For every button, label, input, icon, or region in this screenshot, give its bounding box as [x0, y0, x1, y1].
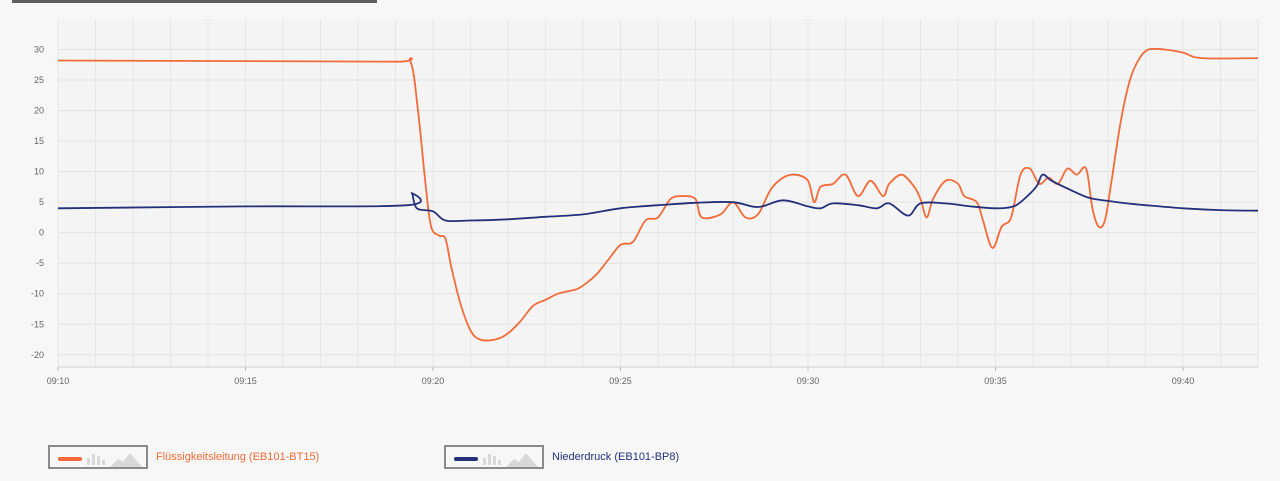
x-tick-label: 09:20	[422, 376, 445, 386]
legend-item-niederdruck[interactable]: Niederdruck (EB101-BP8)	[444, 443, 679, 471]
y-tick-label: 5	[39, 197, 44, 207]
bar-chart-icon	[87, 454, 105, 465]
y-tick-label: -5	[36, 258, 44, 268]
x-tick-label: 09:40	[1172, 376, 1195, 386]
bar-chart-icon	[483, 454, 501, 465]
x-tick-label: 09:25	[609, 376, 632, 386]
x-tick-label: 09:35	[984, 376, 1007, 386]
line-icon	[58, 457, 82, 461]
y-tick-label: -20	[31, 350, 44, 360]
y-tick-label: -15	[31, 319, 44, 329]
legend-label: Niederdruck (EB101-BP8)	[552, 451, 680, 463]
y-tick-label: 25	[34, 75, 44, 85]
x-tick-label: 09:30	[797, 376, 820, 386]
chart-legend: Flüssigkeitsleitung (EB101-BT15) Niederd…	[0, 443, 1280, 471]
x-tick-label: 09:10	[47, 376, 70, 386]
y-tick-label: 20	[34, 106, 44, 116]
legend-toggle-box[interactable]	[48, 445, 148, 469]
x-tick-label: 09:15	[234, 376, 257, 386]
area-chart-icon	[110, 453, 142, 467]
area-chart-icon	[506, 453, 538, 467]
top-scrollbar[interactable]	[12, 0, 377, 3]
line-chart: 30 25 20 15 10 5 0 -5 -10 -15 -20 09:10 09:15 09:20 09…	[31, 19, 1259, 386]
y-tick-label: 0	[39, 228, 44, 238]
y-tick-label: 15	[34, 136, 44, 146]
legend-toggle-box[interactable]	[444, 445, 544, 469]
series-line-1	[57, 173, 1259, 223]
y-tick-label: 30	[34, 45, 44, 55]
y-tick-label: 10	[34, 167, 44, 177]
y-tick-label: -10	[31, 289, 44, 299]
legend-label: Flüssigkeitsleitung (EB101-BT15)	[156, 451, 320, 463]
legend-item-fluessigkeitsleitung[interactable]: Flüssigkeitsleitung (EB101-BT15)	[48, 443, 319, 471]
line-icon	[454, 457, 478, 461]
series-line-0	[57, 47, 1259, 342]
